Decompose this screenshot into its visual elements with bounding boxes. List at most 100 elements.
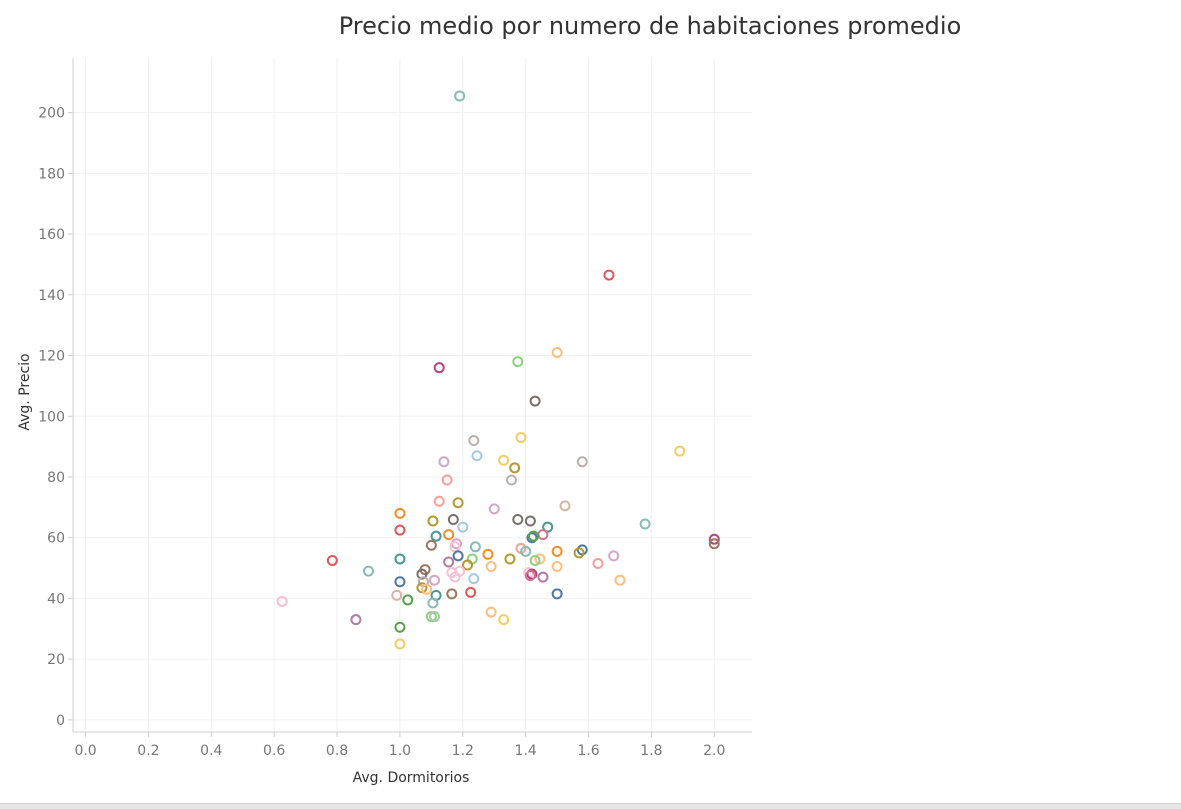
data-point <box>394 553 406 565</box>
bottom-scroll-strip <box>0 803 1181 809</box>
data-point <box>524 570 536 582</box>
x-tick-label: 1.6 <box>577 743 599 759</box>
data-point <box>421 583 433 595</box>
data-point <box>534 553 546 565</box>
y-tick-labels: 0 20 40 60 80 100 120 140 160 180 200 <box>38 106 65 729</box>
data-point <box>429 611 441 623</box>
data-point <box>433 362 445 374</box>
x-tick-label: 1.2 <box>452 743 474 759</box>
y-tick-label: 140 <box>38 288 65 304</box>
data-point <box>425 539 437 551</box>
data-point <box>529 554 541 566</box>
data-point <box>708 533 720 545</box>
data-point <box>433 495 445 507</box>
y-tick-label: 0 <box>56 713 65 729</box>
data-point <box>506 474 518 486</box>
data-point <box>471 450 483 462</box>
y-tick-label: 160 <box>38 227 65 243</box>
data-point <box>394 524 406 536</box>
data-point <box>326 554 338 566</box>
data-point <box>512 356 524 368</box>
data-point <box>639 518 651 530</box>
data-point <box>443 529 455 541</box>
data-point <box>526 532 538 544</box>
data-point <box>391 589 403 601</box>
axes <box>68 58 752 737</box>
x-axis-title: Avg. Dormitorios <box>353 770 470 786</box>
y-tick-label: 100 <box>38 409 65 425</box>
x-tick-label: 1.8 <box>640 743 662 759</box>
data-point <box>416 568 428 580</box>
data-point <box>485 561 497 573</box>
data-point <box>443 556 455 568</box>
data-point <box>441 474 453 486</box>
data-point <box>469 541 481 553</box>
data-point <box>524 515 536 527</box>
data-point <box>551 561 563 573</box>
data-point <box>362 565 374 577</box>
data-point <box>454 90 466 102</box>
y-axis-title: Avg. Precio <box>17 353 33 430</box>
data-point <box>526 568 538 580</box>
data-point <box>416 582 428 594</box>
y-tick-label: 120 <box>38 349 65 365</box>
x-tick-label: 0.0 <box>74 743 96 759</box>
data-point <box>488 503 500 515</box>
data-point <box>528 530 540 542</box>
data-point <box>485 606 497 618</box>
x-tick-label: 0.6 <box>263 743 285 759</box>
data-point <box>576 456 588 468</box>
data-point <box>452 497 464 509</box>
data-point <box>449 541 461 553</box>
data-point <box>537 571 549 583</box>
x-tick-labels: 0.0 0.2 0.4 0.6 0.8 1.0 1.2 1.4 1.6 1.8 2.0 <box>74 743 725 759</box>
data-point <box>529 395 541 407</box>
data-point <box>430 530 442 542</box>
data-point <box>394 507 406 519</box>
data-point <box>614 574 626 586</box>
data-point <box>468 435 480 447</box>
data-point <box>394 576 406 588</box>
x-tick-label: 1.4 <box>515 743 537 759</box>
data-point <box>573 547 585 559</box>
data-point <box>465 586 477 598</box>
data-point <box>592 558 604 569</box>
data-point <box>520 545 532 557</box>
data-point <box>482 548 494 560</box>
chart-title: Precio medio por numero de habitaciones … <box>338 12 962 40</box>
data-point <box>402 594 414 606</box>
data-point <box>708 538 720 550</box>
x-tick-label: 0.2 <box>137 743 159 759</box>
data-point <box>551 346 563 358</box>
y-tick-label: 180 <box>38 166 65 182</box>
data-point <box>350 614 362 626</box>
data-point <box>515 432 527 444</box>
data-point <box>427 597 439 609</box>
data-point <box>551 545 563 557</box>
data-point <box>394 621 406 633</box>
data-point <box>603 269 615 281</box>
x-tick-label: 0.4 <box>200 743 222 759</box>
data-point <box>429 574 441 586</box>
x-tick-label: 2.0 <box>703 743 725 759</box>
data-point <box>551 588 563 600</box>
y-tick-label: 20 <box>47 652 65 668</box>
data-point <box>438 456 450 468</box>
grid <box>73 58 752 732</box>
data-point <box>276 595 288 607</box>
data-point <box>394 638 406 650</box>
data-point <box>449 571 461 583</box>
x-tick-label: 0.8 <box>326 743 348 759</box>
y-tick-label: 60 <box>47 531 65 547</box>
data-point <box>468 573 480 585</box>
data-point <box>457 521 469 533</box>
data-point <box>542 521 554 533</box>
data-point <box>509 462 521 474</box>
data-point <box>674 445 686 457</box>
data-point <box>559 500 571 512</box>
y-tick-label: 200 <box>38 106 65 122</box>
data-point <box>608 550 620 562</box>
data-point <box>504 553 516 565</box>
x-tick-label: 1.0 <box>389 743 411 759</box>
